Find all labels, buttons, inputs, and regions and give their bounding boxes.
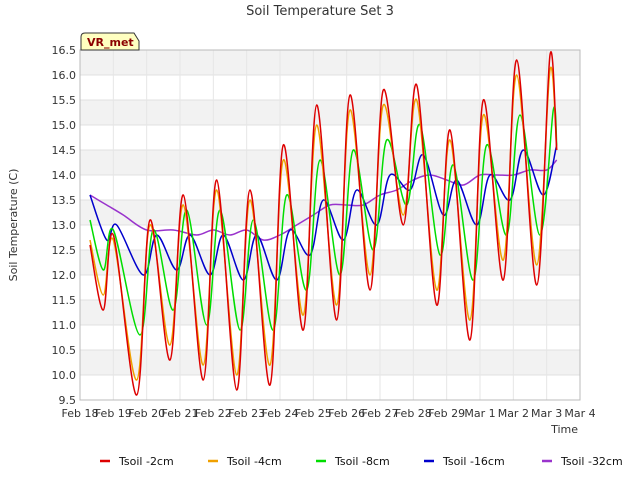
y-tick-label: 12.0	[52, 269, 77, 282]
x-tick-label: Mar 1	[464, 407, 495, 420]
series-line-tsoil-8cm	[89, 106, 558, 336]
x-tick-label: Feb 25	[295, 407, 332, 420]
legend-item-tsoil-16cm: Tsoil -16cm	[424, 455, 505, 468]
x-tick-label: Feb 19	[95, 407, 132, 420]
y-tick-label: 13.5	[52, 194, 77, 207]
y-tick-label: 15.0	[52, 119, 77, 132]
legend-label: Tsoil -2cm	[118, 455, 174, 468]
y-tick-label: 11.5	[52, 294, 77, 307]
y-tick-label: 9.5	[59, 394, 77, 407]
plot-band	[80, 350, 580, 375]
legend-item-tsoil-2cm: Tsoil -2cm	[100, 455, 174, 468]
x-tick-label: Feb 27	[362, 407, 399, 420]
y-tick-label: 14.5	[52, 144, 77, 157]
plot-band	[80, 325, 580, 350]
x-tick-label: Feb 23	[228, 407, 265, 420]
y-tick-label: 10.0	[52, 369, 77, 382]
x-tick-label: Feb 29	[428, 407, 465, 420]
plot-band	[80, 50, 580, 75]
plot-band	[80, 150, 580, 175]
legend-label: Tsoil -32cm	[560, 455, 623, 468]
series-line-tsoil-32cm	[89, 159, 558, 241]
badge-label: VR_met	[87, 36, 134, 49]
vr-met-badge: VR_met	[80, 32, 140, 51]
y-tick-label: 15.5	[52, 94, 77, 107]
x-tick-label: Mar 3	[531, 407, 562, 420]
plot-band	[80, 375, 580, 400]
plot-band	[80, 75, 580, 100]
legend-label: Tsoil -4cm	[226, 455, 282, 468]
x-tick-label: Mar 2	[498, 407, 529, 420]
plot-band	[80, 100, 580, 125]
x-tick-label: Feb 21	[162, 407, 199, 420]
y-tick-label: 16.0	[52, 69, 77, 82]
y-tick-label: 13.0	[52, 219, 77, 232]
series-layer	[89, 51, 558, 396]
y-tick-label: 16.5	[52, 44, 77, 57]
legend-item-tsoil-4cm: Tsoil -4cm	[208, 455, 282, 468]
legend-label: Tsoil -16cm	[442, 455, 505, 468]
x-tick-label: Feb 28	[395, 407, 432, 420]
x-axis-title: Time	[550, 423, 578, 436]
y-tick-label: 10.5	[52, 344, 77, 357]
legend-item-tsoil-32cm: Tsoil -32cm	[542, 455, 623, 468]
legend-item-tsoil-8cm: Tsoil -8cm	[316, 455, 390, 468]
x-tick-label: Feb 26	[328, 407, 365, 420]
x-tick-label: Feb 22	[195, 407, 232, 420]
y-tick-label: 12.5	[52, 244, 77, 257]
plot-band	[80, 300, 580, 325]
series-line-tsoil-2cm	[89, 51, 558, 396]
plot-frame	[79, 49, 581, 401]
y-axis-title: Soil Temperature (C)	[7, 169, 20, 282]
x-tick-label: Feb 18	[62, 407, 99, 420]
legend: Tsoil -2cm Tsoil -4cm Tsoil -8cm Tsoil -16c…	[100, 455, 623, 468]
plot-band	[80, 275, 580, 300]
legend-label: Tsoil -8cm	[334, 455, 390, 468]
x-tick-label: Feb 24	[262, 407, 299, 420]
chart-title: Soil Temperature Set 3	[246, 4, 394, 19]
y-tick-label: 11.0	[52, 319, 77, 332]
y-tick-label: 14.0	[52, 169, 77, 182]
plot-band	[80, 125, 580, 150]
x-tick-label: Feb 20	[128, 407, 165, 420]
x-tick-label: Mar 4	[564, 407, 595, 420]
y-axis: 9.5 10.0 10.5 11.0 11.5 12.0 12.5 13.0 13.5 14.0 1…	[52, 44, 77, 407]
